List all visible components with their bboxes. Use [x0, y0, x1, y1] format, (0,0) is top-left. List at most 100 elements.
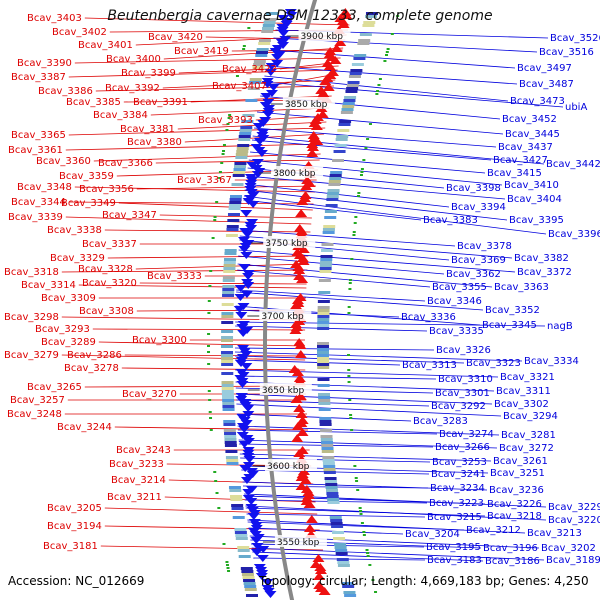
feature-dot — [347, 375, 351, 377]
feature-block — [317, 351, 330, 354]
feature-block — [344, 594, 357, 597]
gene-label-left: Bcav_3329 — [50, 253, 105, 264]
forward-gene-mark — [291, 422, 304, 430]
feature-block — [324, 216, 337, 219]
right-leader-line — [235, 375, 437, 380]
feature-dot — [222, 543, 226, 545]
feature-block — [222, 285, 235, 288]
feature-block — [325, 204, 338, 207]
gene-label-left: Bcav_3279 — [4, 350, 59, 361]
feature-dot — [357, 192, 361, 194]
feature-block — [231, 183, 244, 186]
gene-label-left: Bcav_3347 — [102, 210, 157, 221]
gene-label-left: Bcav_3244 — [57, 422, 112, 433]
feature-block — [223, 270, 236, 273]
right-leader-line — [251, 139, 492, 161]
feature-block — [322, 456, 335, 459]
gene-label-left: Bcav_3344 — [11, 197, 66, 208]
feature-dot — [362, 534, 366, 536]
right-leader-line — [236, 291, 484, 311]
feature-dot — [208, 411, 212, 413]
feature-block — [222, 405, 235, 408]
feature-block — [221, 339, 234, 342]
feature-dot — [213, 216, 217, 218]
feature-block — [235, 153, 248, 156]
feature-dot — [385, 54, 389, 56]
left-leader-line — [162, 79, 336, 89]
gene-label-right: Bcav_3189 — [546, 555, 600, 566]
reverse-gene-mark — [277, 30, 290, 37]
gene-label-left: Bcav_3360 — [36, 156, 91, 167]
reverse-gene-mark — [238, 426, 251, 433]
feature-block — [331, 525, 344, 528]
feature-block — [340, 111, 353, 114]
gene-label-left: Bcav_3278 — [64, 363, 119, 374]
left-leader-line — [68, 69, 338, 78]
forward-gene-mark — [319, 77, 332, 85]
feature-block — [333, 150, 346, 153]
tick-label-bg — [274, 535, 327, 547]
feature-dot — [352, 234, 356, 236]
feature-block — [317, 315, 330, 318]
forward-gene-mark — [289, 326, 302, 334]
feature-block — [323, 225, 336, 228]
feature-block — [221, 363, 234, 366]
feature-block — [223, 429, 236, 432]
feature-block — [245, 594, 258, 597]
gene-label-right: Bcav_3398 — [446, 183, 501, 194]
feature-block — [359, 33, 372, 36]
feature-block — [321, 447, 334, 450]
gene-label-right: Bcav_3241 — [431, 469, 486, 480]
gene-label-left: Bcav_3318 — [4, 267, 59, 278]
reverse-gene-mark — [257, 546, 270, 553]
feature-block — [345, 90, 358, 93]
feature-dot — [360, 522, 364, 524]
gene-label-right: Bcav_3218 — [487, 511, 542, 522]
gene-label-left: Bcav_3393 — [198, 115, 253, 126]
left-leader-line — [104, 507, 318, 515]
gene-label-left: Bcav_3243 — [116, 445, 171, 456]
feature-block — [337, 129, 350, 132]
feature-dot — [347, 369, 351, 371]
right-leader-line — [235, 321, 546, 327]
feature-dot — [227, 117, 231, 119]
feature-block — [334, 546, 347, 549]
reverse-gene-mark — [255, 573, 268, 580]
gene-label-left: Bcav_3211 — [107, 492, 162, 503]
gene-label-right: Bcav_3383 — [423, 215, 478, 226]
gene-label-left: Bcav_3392 — [105, 83, 160, 94]
feature-block — [237, 546, 250, 549]
reverse-gene-mark — [255, 150, 268, 157]
right-leader-line — [242, 481, 488, 491]
feature-dot — [350, 429, 354, 431]
feature-block — [229, 201, 242, 204]
left-leader-line — [178, 65, 339, 74]
gene-label-right: Bcav_3204 — [405, 529, 460, 540]
gene-label-left: Bcav_3181 — [43, 541, 98, 552]
right-leader-line — [248, 527, 404, 535]
feature-block — [324, 477, 337, 480]
feature-dot — [218, 171, 222, 173]
reverse-gene-mark — [240, 210, 253, 217]
feature-block — [229, 198, 242, 201]
feature-block — [334, 144, 347, 147]
feature-block — [337, 561, 350, 564]
feature-block — [336, 135, 349, 138]
feature-block — [221, 345, 233, 348]
feature-block — [317, 378, 330, 381]
reverse-gene-mark — [264, 69, 277, 76]
feature-block — [225, 456, 238, 459]
feature-block — [228, 207, 241, 210]
feature-dot — [225, 129, 229, 131]
feature-block — [223, 261, 236, 264]
gene-label-left: Bcav_3365 — [11, 130, 66, 141]
gene-label-right: Bcav_3382 — [514, 253, 569, 264]
right-leader-line — [240, 229, 456, 247]
feature-block — [317, 354, 330, 357]
feature-block — [347, 81, 360, 84]
feature-block — [328, 180, 341, 183]
gene-label-left: Bcav_3402 — [52, 27, 107, 38]
feature-block — [238, 555, 251, 558]
feature-block — [224, 252, 237, 255]
forward-gene-mark — [294, 341, 307, 349]
